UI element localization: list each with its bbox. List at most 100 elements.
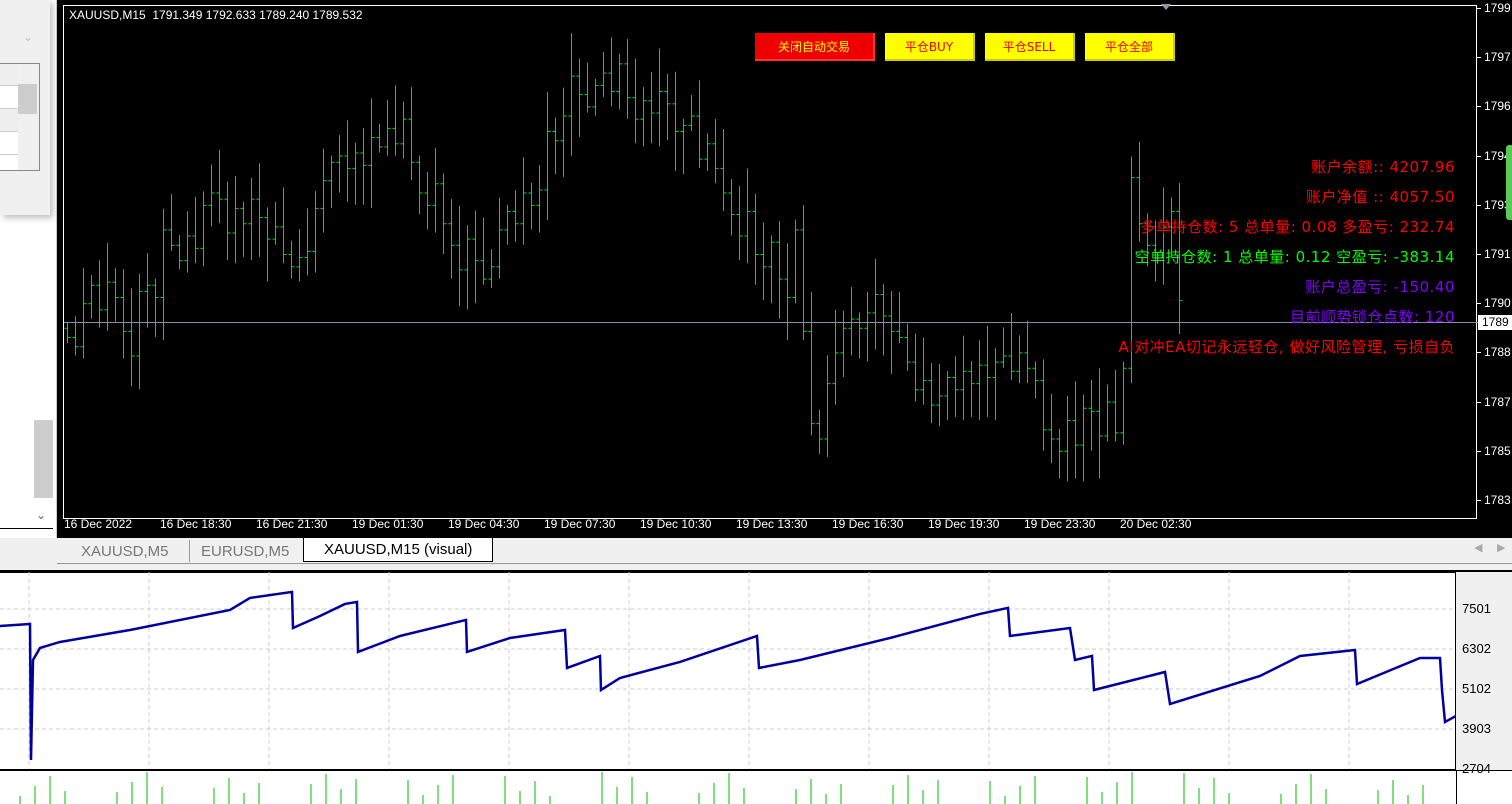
ohlc-bar [864, 291, 871, 362]
splitter[interactable] [0, 565, 1512, 572]
ohlc-bar [504, 204, 511, 245]
side-panel-handle[interactable] [1506, 145, 1512, 220]
ohlc-bar [944, 370, 951, 421]
equity-pane[interactable] [0, 572, 1456, 770]
ohlc-bar [296, 229, 303, 282]
ohlc-bar [752, 193, 759, 285]
ohlc-bar [872, 258, 879, 350]
ohlc-bar [408, 87, 415, 181]
ohlc-bar [840, 310, 847, 377]
ohlc-bar [1056, 428, 1063, 479]
scroll-down-icon[interactable]: ⌄ [36, 508, 47, 522]
close-buy-button[interactable]: 平仓BUY [885, 33, 975, 61]
ohlc-bar [1088, 379, 1095, 451]
ohlc-bar [552, 117, 559, 175]
ohlc-bar [536, 165, 543, 233]
ohlc-bar [280, 187, 287, 264]
account-equity: 账户净值 :: 4057.50 [1305, 188, 1455, 206]
ohlc-bar [416, 155, 423, 215]
time-axis-label: 19 Dec 01:30 [352, 517, 424, 531]
close-all-button[interactable]: 平仓全部 [1085, 33, 1175, 61]
ohlc-bar [888, 291, 895, 374]
price-axis-label: 1785 [1484, 443, 1511, 458]
price-axis-label: 1788 [1484, 345, 1511, 360]
ohlc-bar [224, 181, 231, 261]
price-tick [1477, 155, 1481, 157]
dropdown-popup: ⌄ [0, 0, 50, 215]
ohlc-bar [968, 361, 975, 417]
balance-line [0, 590, 1456, 761]
price-tick [1477, 303, 1481, 305]
list-box[interactable] [0, 63, 40, 171]
ohlc-bar [1176, 182, 1183, 334]
ohlc-bar [152, 278, 159, 338]
time-axis-label: 16 Dec 18:30 [160, 517, 232, 531]
price-tick [1477, 57, 1481, 59]
price-tick [1477, 204, 1481, 206]
ohlc-bar [96, 260, 103, 328]
ohlc-bar [816, 409, 823, 454]
chart-plot-area[interactable] [63, 5, 1477, 519]
ohlc-bar [576, 58, 583, 138]
chevron-down-icon[interactable]: ⌄ [23, 30, 34, 44]
ohlc-bar [1024, 320, 1031, 384]
list-scrollbar[interactable] [18, 64, 39, 170]
volume-bars [19, 772, 1424, 804]
equity-axis-label: 5102 [1462, 680, 1491, 696]
tab-xauusd-m15-visual[interactable]: XAUUSD,M15 (visual) [303, 538, 494, 562]
ohlc-bar [144, 253, 151, 328]
ohlc-bar [400, 101, 407, 159]
ohlc-bar [208, 164, 215, 227]
ohlc-bar [368, 98, 375, 208]
ohlc-bar [664, 73, 671, 141]
ohlc-bar [352, 142, 359, 205]
price-axis-label: 1797 [1484, 50, 1511, 65]
price-tick [1477, 500, 1481, 501]
ohlc-bar [648, 72, 655, 144]
scrollbar-thumb[interactable] [34, 420, 53, 498]
close-auto-trading-button[interactable]: 关闭自动交易 [755, 33, 875, 61]
ohlc-bar [936, 363, 943, 427]
scroll-right-icon[interactable]: ▶ [1497, 542, 1506, 554]
current-price-label: 1789 [1478, 315, 1512, 330]
ohlc-bar [320, 148, 327, 233]
ohlc-bar [456, 205, 463, 307]
ohlc-bar [240, 201, 247, 258]
ohlc-bar [728, 179, 735, 236]
ohlc-bar [1168, 197, 1175, 258]
ohlc-bar [168, 194, 175, 251]
equity-curve [0, 572, 1456, 769]
ohlc-bar [464, 225, 471, 310]
ohlc-bar [312, 190, 319, 273]
ohlc-bar [112, 268, 119, 322]
ohlc-bar [600, 51, 607, 98]
account-balance: 账户余额:: 4207.96 [1311, 158, 1455, 176]
ohlc-bar [736, 186, 743, 261]
divider [0, 528, 53, 529]
ohlc-bar [1096, 368, 1103, 479]
ohlc-bar [608, 37, 615, 107]
time-axis-label: 19 Dec 16:30 [832, 517, 904, 531]
ohlc-bar [912, 333, 919, 402]
current-price-line [64, 322, 1478, 323]
ohlc-bar [1032, 361, 1039, 399]
tab-eurusd-m5[interactable]: EURUSD,M5 [201, 542, 290, 560]
chart-shift-marker-icon[interactable] [1161, 4, 1171, 10]
ohlc-bar [1144, 213, 1151, 267]
ohlc-bar [216, 150, 223, 224]
ohlc-bar [656, 48, 663, 147]
ohlc-bar [800, 205, 807, 341]
ohlc-bar [1128, 156, 1135, 384]
ohlc-bar [824, 355, 831, 457]
price-axis-label: 1790 [1484, 296, 1511, 311]
close-sell-button[interactable]: 平仓SELL [985, 33, 1075, 61]
scroll-left-icon[interactable]: ◀ [1474, 542, 1483, 554]
tab-xauusd-m5[interactable]: XAUUSD,M5 [61, 540, 190, 562]
ohlc-bar [592, 78, 599, 116]
ohlc-bar [360, 128, 367, 205]
ohlc-bars [64, 33, 1183, 482]
ohlc-bar [1136, 141, 1143, 242]
ohlc-bar [512, 190, 519, 242]
ohlc-bar [432, 148, 439, 233]
risk-warning: AI对冲EA切记永远轻仓, 做好风险管理, 亏损自负 [1118, 338, 1455, 356]
